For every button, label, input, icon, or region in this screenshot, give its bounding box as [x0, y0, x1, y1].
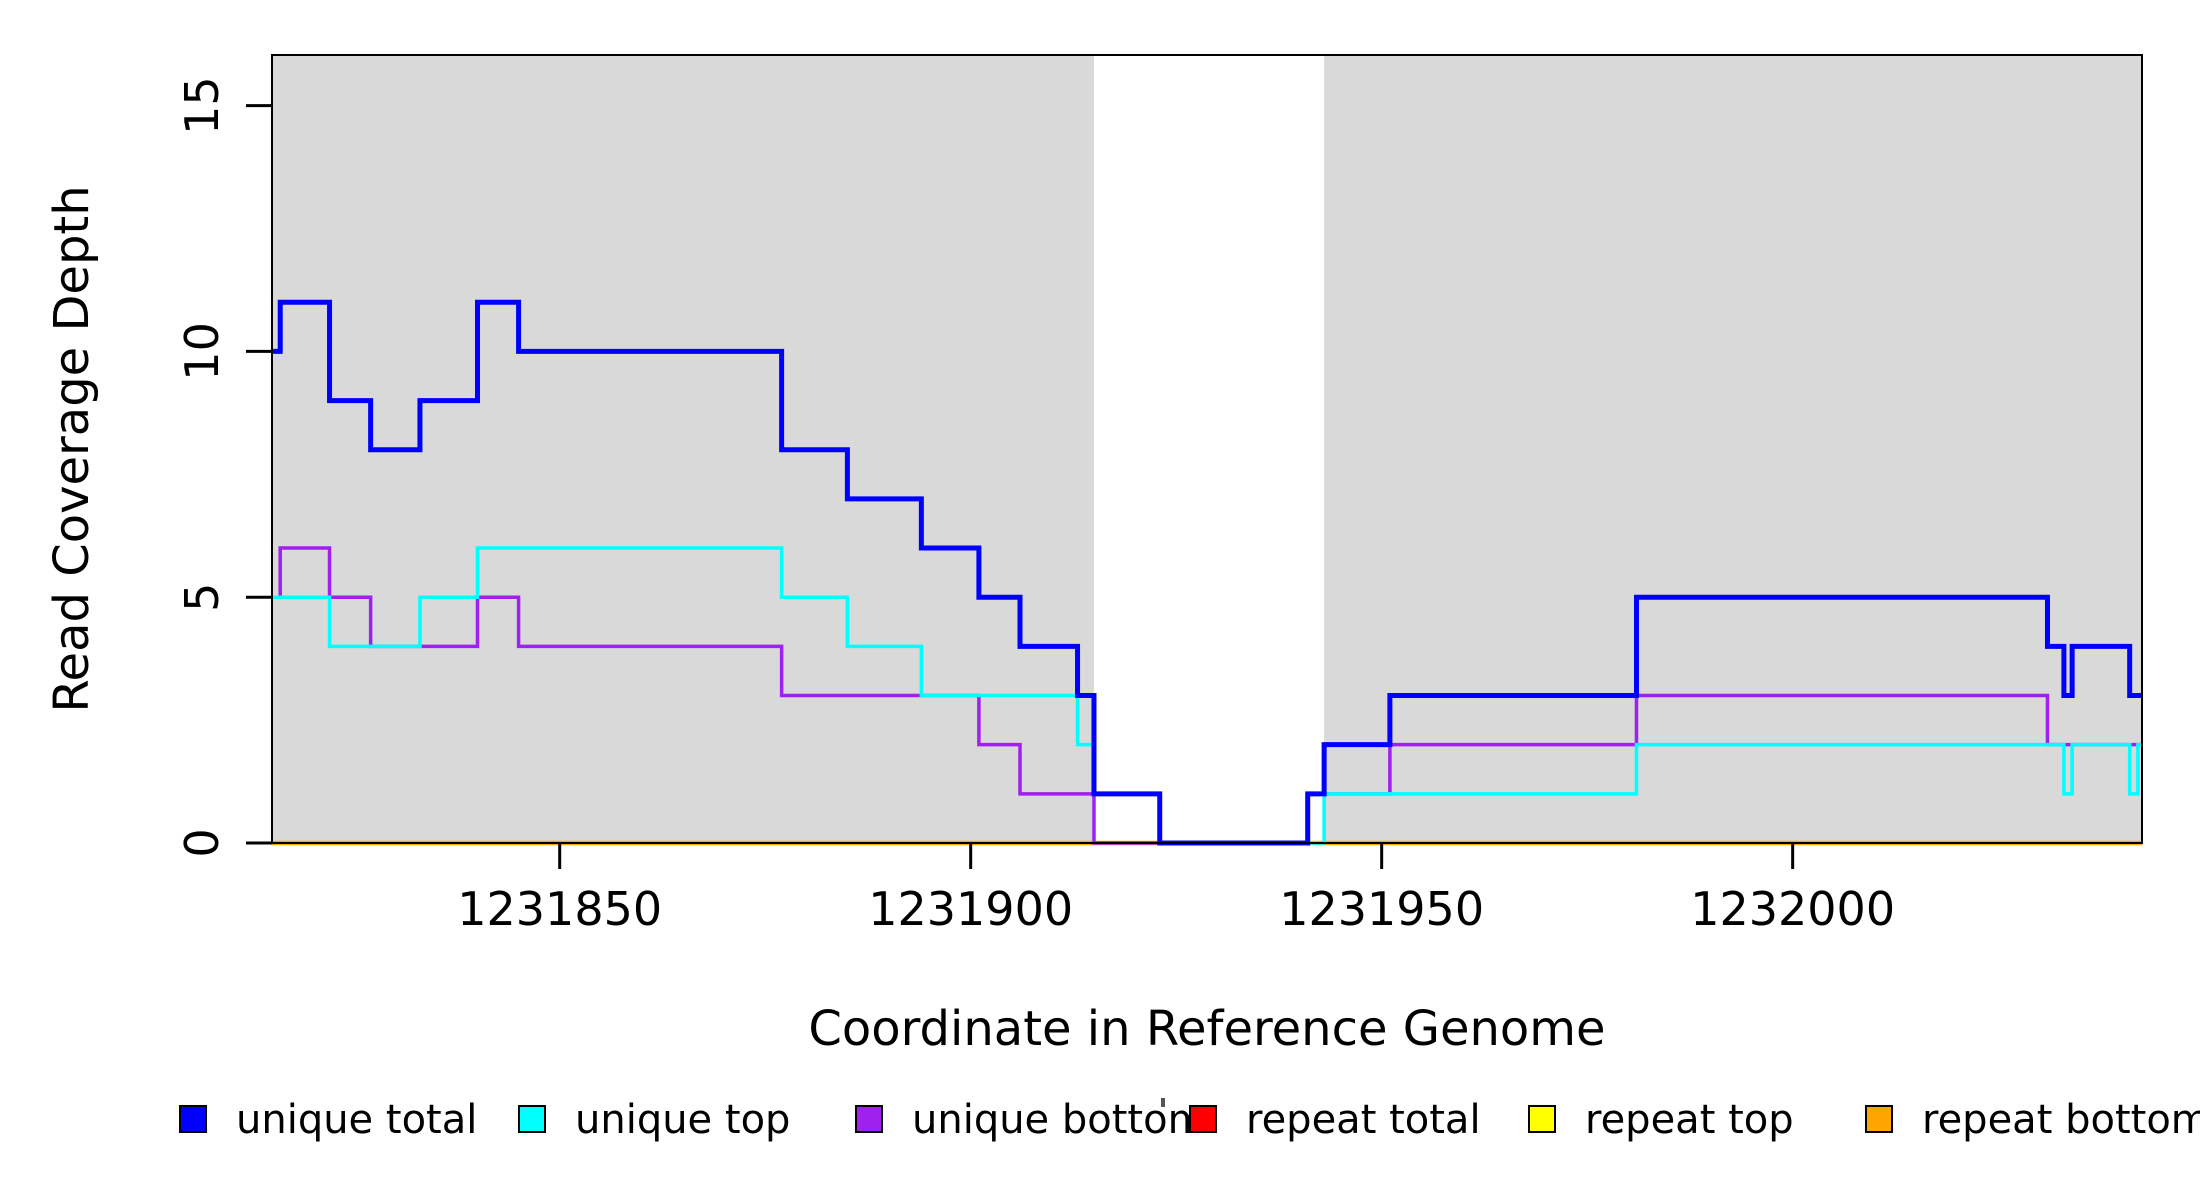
- stray-mark: [1161, 1098, 1165, 1107]
- x-tick-label: 1231850: [457, 882, 662, 936]
- legend-swatch-unique-top: [518, 1105, 546, 1133]
- y-axis-title: Read Coverage Depth: [44, 185, 100, 712]
- legend-label: unique bottom: [912, 1097, 1207, 1143]
- legend-label: unique top: [575, 1097, 790, 1143]
- x-tick-label: 1232000: [1690, 882, 1895, 936]
- legend-label: repeat total: [1246, 1097, 1481, 1143]
- legend-label: repeat bottom: [1922, 1097, 2200, 1143]
- series-unique-total: [272, 299, 2142, 846]
- series-unique-bottom: [272, 546, 2142, 845]
- legend-swatch-repeat-bottom: [1865, 1105, 1893, 1133]
- x-tick-label: 1231900: [868, 882, 1073, 936]
- legend-swatch-repeat-top: [1528, 1105, 1556, 1133]
- legend-swatch-unique-bottom: [855, 1105, 883, 1133]
- y-tick-label: 10: [175, 322, 229, 381]
- y-tick-label: 0: [175, 828, 229, 857]
- x-axis-title: Coordinate in Reference Genome: [808, 1001, 1605, 1057]
- legend-swatch-unique-total: [179, 1105, 207, 1133]
- shaded-region: [1324, 55, 2142, 843]
- legend-label: repeat top: [1585, 1097, 1794, 1143]
- legend-swatch-repeat-total: [1189, 1105, 1217, 1133]
- legend-label: unique total: [236, 1097, 477, 1143]
- x-tick-label: 1231950: [1279, 882, 1484, 936]
- y-tick-label: 15: [175, 76, 229, 135]
- y-tick-label: 5: [175, 583, 229, 612]
- plot-box: [271, 54, 2143, 844]
